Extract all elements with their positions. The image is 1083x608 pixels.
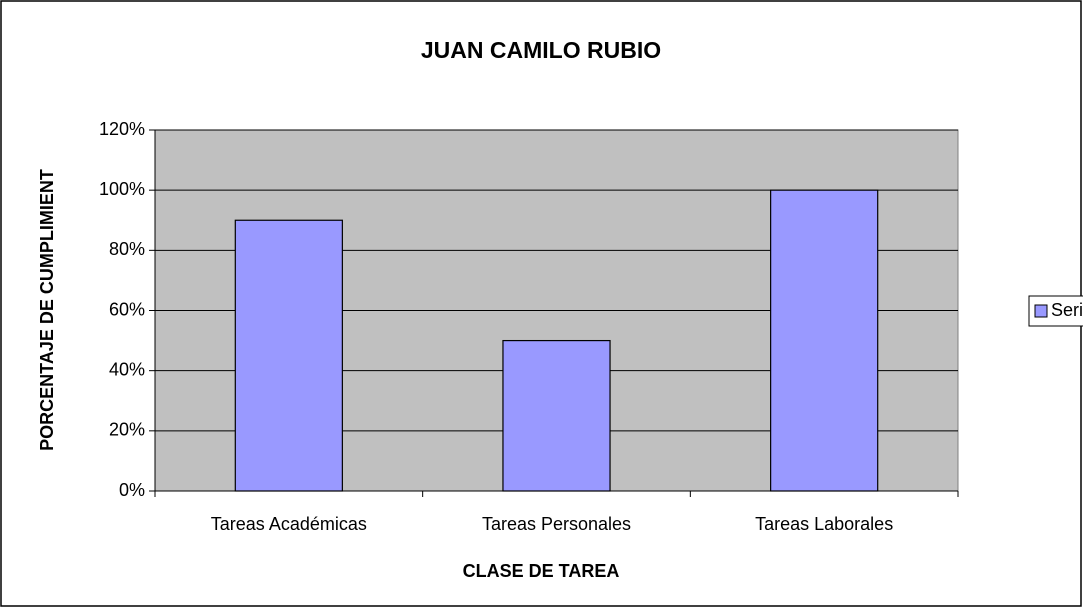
- y-tick-label: 20%: [109, 420, 145, 440]
- chart-title: JUAN CAMILO RUBIO: [421, 37, 661, 63]
- y-tick-label: 120%: [99, 119, 145, 139]
- y-tick-label: 40%: [109, 359, 145, 379]
- y-tick-label: 100%: [99, 179, 145, 199]
- x-tick-label: Tareas Personales: [482, 514, 631, 534]
- y-tick-label: 60%: [109, 299, 145, 319]
- y-tick-label: 80%: [109, 239, 145, 259]
- bar: [234, 219, 343, 492]
- y-tick-label: 0%: [119, 480, 145, 500]
- x-tick-label: Tareas Académicas: [211, 514, 367, 534]
- x-tick-label: Tareas Laborales: [755, 514, 893, 534]
- y-axis-title: PORCENTAJE DE CUMPLIMIENT: [37, 169, 57, 451]
- x-axis-title: CLASE DE TAREA: [463, 561, 620, 581]
- legend-swatch: [1034, 304, 1048, 318]
- legend-label: Serie1: [1051, 300, 1083, 320]
- bar: [502, 339, 611, 492]
- bar: [770, 189, 879, 492]
